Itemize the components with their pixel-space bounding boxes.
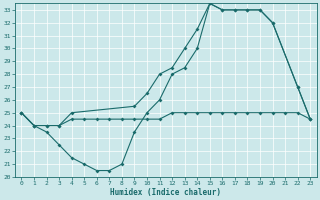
- X-axis label: Humidex (Indice chaleur): Humidex (Indice chaleur): [110, 188, 221, 197]
